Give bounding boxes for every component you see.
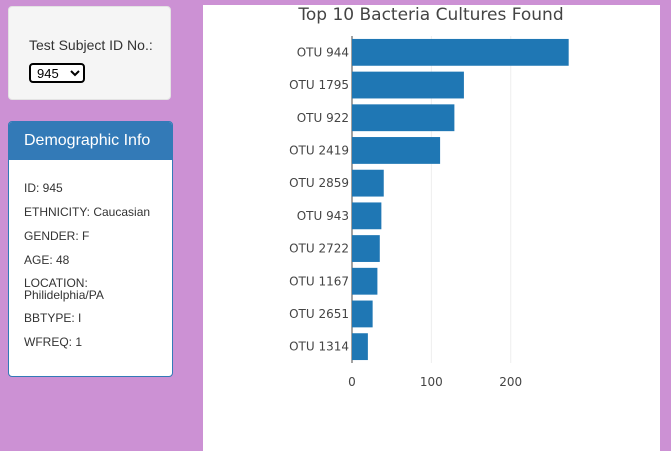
- y-tick-label: OTU 2651: [289, 307, 349, 321]
- bar-chart: Top 10 Bacteria Cultures Found 0 100 200 OT…: [289, 5, 569, 389]
- subject-id-label: Test Subject ID No.:: [29, 37, 153, 53]
- bar-otu-1795[interactable]: [352, 71, 464, 99]
- y-tick-label: OTU 943: [297, 209, 349, 223]
- demographic-info-body: ID: 945 ETHNICITY: Caucasian GENDER: F A…: [9, 160, 172, 349]
- y-tick-label: OTU 2722: [289, 242, 349, 256]
- bar-otu-2419[interactable]: [352, 137, 441, 164]
- bar-otu-2722[interactable]: [352, 235, 380, 262]
- bar-chart-container: Top 10 Bacteria Cultures Found 0 100 200 OT…: [203, 5, 660, 451]
- demo-id: ID: 945: [24, 181, 63, 195]
- y-tick-label: OTU 2419: [289, 143, 349, 157]
- bar-otu-2651[interactable]: [352, 300, 373, 328]
- demo-ethnicity: ETHNICITY: Caucasian: [24, 205, 151, 219]
- x-tick-label: 0: [348, 375, 356, 389]
- bar-otu-943[interactable]: [352, 202, 382, 230]
- demographic-info-panel: Demographic Info ID: 945 ETHNICITY: Cauc…: [8, 121, 173, 377]
- demo-wfreq: WFREQ: 1: [24, 335, 83, 349]
- x-tick-label: 200: [499, 375, 522, 389]
- y-tick-label: OTU 1314: [289, 340, 349, 354]
- y-tick-label: OTU 1795: [289, 78, 349, 92]
- demo-gender: GENDER: F: [24, 229, 90, 243]
- subject-id-select[interactable]: 945: [29, 63, 85, 83]
- bar-otu-2859[interactable]: [352, 169, 384, 197]
- y-tick-label: OTU 944: [297, 45, 349, 59]
- demographic-info-title: Demographic Info: [9, 122, 172, 160]
- bar-otu-922[interactable]: [352, 104, 455, 132]
- x-tick-label: 100: [420, 375, 443, 389]
- bar-otu-1167[interactable]: [352, 267, 378, 295]
- y-tick-label: OTU 2859: [289, 176, 349, 190]
- y-tick-label: OTU 1167: [289, 274, 349, 288]
- y-tick-label: OTU 922: [297, 111, 349, 125]
- chart-title: Top 10 Bacteria Cultures Found: [297, 5, 563, 25]
- bar-otu-944[interactable]: [352, 38, 569, 66]
- demo-bbtype: BBTYPE: I: [24, 311, 82, 325]
- demo-age: AGE: 48: [24, 253, 70, 267]
- subject-selector-panel: Test Subject ID No.: 945: [8, 6, 171, 100]
- demo-location: LOCATION: Philidelphia/PA: [24, 276, 104, 302]
- bar-otu-1314[interactable]: [352, 333, 368, 361]
